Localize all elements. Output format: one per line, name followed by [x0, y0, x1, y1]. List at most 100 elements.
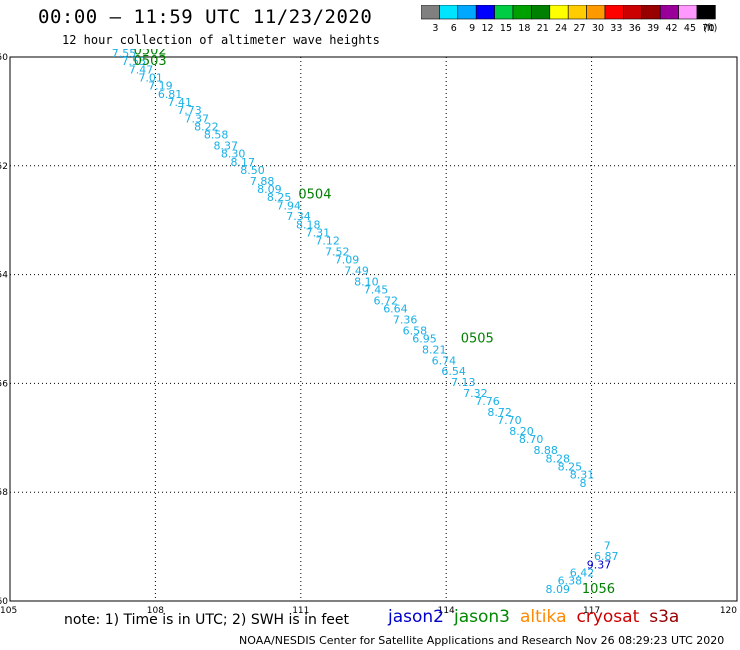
wave-height-label: 8.09 — [546, 583, 571, 596]
satellite-legend-item: cryosat — [576, 607, 640, 627]
wave-height-label: 7.36 — [393, 314, 418, 327]
y-tick-label: -54 — [0, 271, 8, 281]
wave-height-label: 6.72 — [374, 295, 399, 308]
x-tick-label: 111 — [292, 606, 309, 616]
satellite-legend-item: altika — [520, 607, 567, 627]
wave-height-label: 6.74 — [432, 354, 457, 367]
satellite-legend-item: jason2 — [388, 607, 444, 627]
chart-subtitle: 12 hour collection of altimeter wave hei… — [62, 33, 380, 47]
wave-height-label: 8.10 — [354, 275, 379, 288]
wave-height-label: 7.52 — [325, 246, 350, 259]
wave-height-label: 8.25 — [558, 460, 583, 473]
track-time-label: 0502 — [134, 43, 167, 58]
colorbar-label: 21 — [537, 23, 549, 34]
wave-height-label: 6.58 — [403, 324, 428, 337]
track-time-label: 1056 — [582, 582, 615, 597]
wave-height-label: 8.28 — [546, 452, 571, 465]
color-scale-legend: 3 6 9 12 15 18 21 24 27 30 33 36 39 42 45 70(ft) — [421, 5, 717, 34]
wave-height-label: 8.20 — [509, 425, 534, 438]
colorbar-label: 15 — [500, 23, 512, 34]
wave-height-label: 7.94 — [277, 199, 302, 212]
colorbar-label: 27 — [574, 23, 586, 34]
colorbar-label: 36 — [629, 23, 641, 34]
wave-height-label: 6.95 — [412, 333, 437, 346]
wave-height-label: 8.88 — [533, 444, 558, 457]
x-tick-label: 114 — [438, 606, 455, 616]
wave-height-label: 7.76 — [475, 395, 500, 408]
y-tick-label: -60 — [0, 597, 8, 607]
footer-note: note: 1) Time is in UTC; 2) SWH is in fe… — [64, 612, 350, 628]
y-tick-label: -52 — [0, 162, 8, 172]
satellite-legend-item: s3a — [649, 607, 680, 627]
wave-height-label-highlight: 9.37 — [587, 558, 612, 571]
wave-height-label: 6.81 — [158, 88, 183, 101]
wave-height-label: 7.45 — [364, 284, 389, 297]
wave-height-label: 8.22 — [194, 120, 219, 133]
colorbar-swatch — [696, 5, 716, 20]
wave-height-label: 7.41 — [168, 96, 193, 109]
track-time-label: 0504 — [298, 187, 331, 202]
wave-height-label: 7.32 — [463, 387, 488, 400]
colorbar-label: 30 — [592, 23, 604, 34]
x-tick-label: 108 — [147, 606, 164, 616]
wave-height-label: 6.42 — [570, 567, 595, 580]
chart-title: 00:00 – 11:59 UTC 11/23/2020 — [38, 6, 373, 28]
footer-credit: NOAA/NESDIS Center for Satellite Applica… — [239, 634, 725, 647]
wave-height-label: 7.88 — [250, 175, 275, 188]
wave-height-label: 6.38 — [558, 575, 583, 588]
wave-height-label: 7.34 — [286, 210, 311, 223]
colorbar-label: 45 — [684, 23, 696, 34]
satellite-legend: jason2 jason3 altika cryosat s3a — [388, 607, 689, 627]
y-tick-label: -56 — [0, 379, 8, 389]
wave-height-label: 7.49 — [344, 265, 369, 278]
wave-height-label: 7.13 — [451, 376, 476, 389]
plot-frame — [9, 56, 738, 602]
wave-height-label: 7.19 — [148, 80, 173, 93]
wave-height-label: 7.70 — [497, 414, 521, 427]
y-tick-label: -58 — [0, 488, 8, 498]
wave-height-label: 8.30 — [221, 148, 246, 161]
colorbar-label: 3 — [432, 23, 438, 34]
wave-height-label: 8.09 — [257, 183, 282, 196]
x-tick-label: 117 — [583, 606, 600, 616]
wave-height-label: 8.25 — [267, 191, 292, 204]
wave-height-label: 8 — [579, 477, 586, 490]
track-time-label: 0505 — [461, 332, 494, 347]
wave-height-label: 6.64 — [383, 303, 408, 316]
colorbar-label: 18 — [518, 23, 530, 34]
wave-height-label: 8.31 — [570, 469, 595, 482]
colorbar-label: 12 — [482, 23, 494, 34]
wave-height-label: 8.58 — [204, 129, 229, 142]
wave-height-label: 7.31 — [306, 227, 331, 240]
wave-height-label: 8.50 — [240, 164, 265, 177]
wave-height-label: 8.72 — [487, 406, 512, 419]
x-tick-label: 120 — [720, 606, 737, 616]
colorbar-unit: (ft) — [703, 23, 717, 34]
wave-height-label: 7.55 — [112, 47, 137, 60]
wave-height-label: 7.47 — [129, 63, 154, 76]
satellite-legend-item: jason3 — [454, 607, 510, 627]
colorbar-label: 70 — [702, 23, 714, 34]
wave-height-label: 7.37 — [184, 112, 209, 125]
colorbar-label: 9 — [469, 23, 475, 34]
wave-height-label: 7.73 — [177, 104, 202, 117]
colorbar-label: 42 — [666, 23, 678, 34]
colorbar-label: 33 — [610, 23, 622, 34]
colorbar-label: 24 — [555, 23, 567, 34]
wave-height-label: 8.21 — [422, 343, 447, 356]
colorbar-label: 6 — [451, 23, 457, 34]
wave-height-label: 8.70 — [519, 433, 544, 446]
wave-height-label: 6.87 — [594, 550, 619, 563]
track-time-label: 0503 — [134, 54, 167, 69]
y-tick-label: -50 — [0, 53, 8, 63]
wave-height-label: 7.09 — [335, 254, 360, 267]
wave-height-label: 8.37 — [214, 139, 239, 152]
wave-height-label: 7.12 — [315, 235, 340, 248]
wave-height-label: 6.54 — [441, 365, 466, 378]
wave-height-label: 7.55 — [121, 55, 145, 68]
colorbar-label: 39 — [647, 23, 659, 34]
wave-height-label: 7.01 — [138, 71, 163, 84]
x-tick-label: 105 — [0, 606, 17, 616]
wave-height-label: 7 — [604, 539, 611, 552]
